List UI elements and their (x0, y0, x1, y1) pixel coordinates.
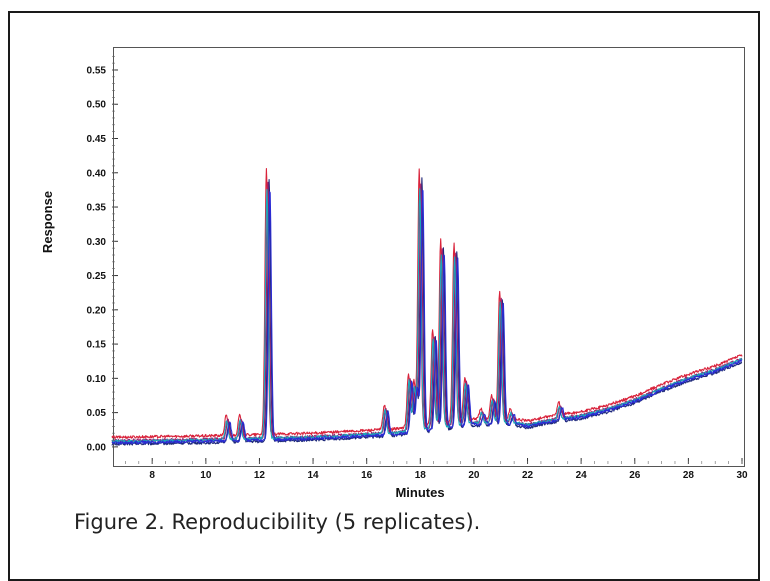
y-tick-label: 0.30 (87, 237, 107, 248)
x-tick-label: 12 (254, 470, 266, 481)
x-tick-label: 22 (522, 470, 534, 481)
x-tick-label: 28 (683, 470, 695, 481)
x-tick-label: 14 (308, 470, 320, 481)
y-tick-label: 0.35 (87, 203, 107, 214)
replicate-trace-4 (111, 188, 743, 444)
x-tick-label: 16 (361, 470, 373, 481)
replicate-trace-3 (111, 181, 743, 443)
y-axis-title: Response (40, 191, 55, 253)
x-tick-label: 10 (200, 470, 212, 481)
x-tick-label: 30 (736, 470, 748, 481)
y-tick-label: 0.05 (87, 408, 107, 419)
series-traces (111, 168, 743, 446)
y-tick-label: 0.25 (87, 271, 107, 282)
y-tick-label: 0.10 (87, 374, 107, 385)
y-tick-label: 0.50 (87, 100, 107, 111)
replicate-trace-1 (111, 177, 743, 446)
figure-frame (8, 11, 760, 581)
y-tick-label: 0.45 (87, 134, 107, 145)
chromatogram-chart: 8 10 12 14 16 18 20 22 24 26 28 30 0.00 0.05 0.10 0.15… (40, 55, 748, 500)
y-axis: 0.00 0.05 0.10 0.15 0.20 0.25 0.30 0.35 0.40 0.45… (87, 55, 118, 453)
y-tick-label: 0.55 (87, 65, 107, 76)
x-tick-label: 26 (629, 470, 641, 481)
replicate-trace-5 (111, 189, 743, 445)
x-tick-label: 8 (149, 470, 155, 481)
x-tick-label: 20 (468, 470, 480, 481)
x-tick-label: 18 (415, 470, 427, 481)
y-tick-label: 0.40 (87, 168, 107, 179)
y-tick-label: 0.20 (87, 305, 107, 316)
y-tick-label: 0.15 (87, 340, 107, 351)
figure-caption: Figure 2. Reproducibility (5 replicates)… (74, 510, 481, 534)
y-tick-label: 0.00 (87, 442, 107, 453)
x-axis-title: Minutes (395, 485, 444, 500)
x-axis: 8 10 12 14 16 18 20 22 24 26 28 30 (125, 458, 748, 481)
x-tick-label: 24 (576, 470, 588, 481)
